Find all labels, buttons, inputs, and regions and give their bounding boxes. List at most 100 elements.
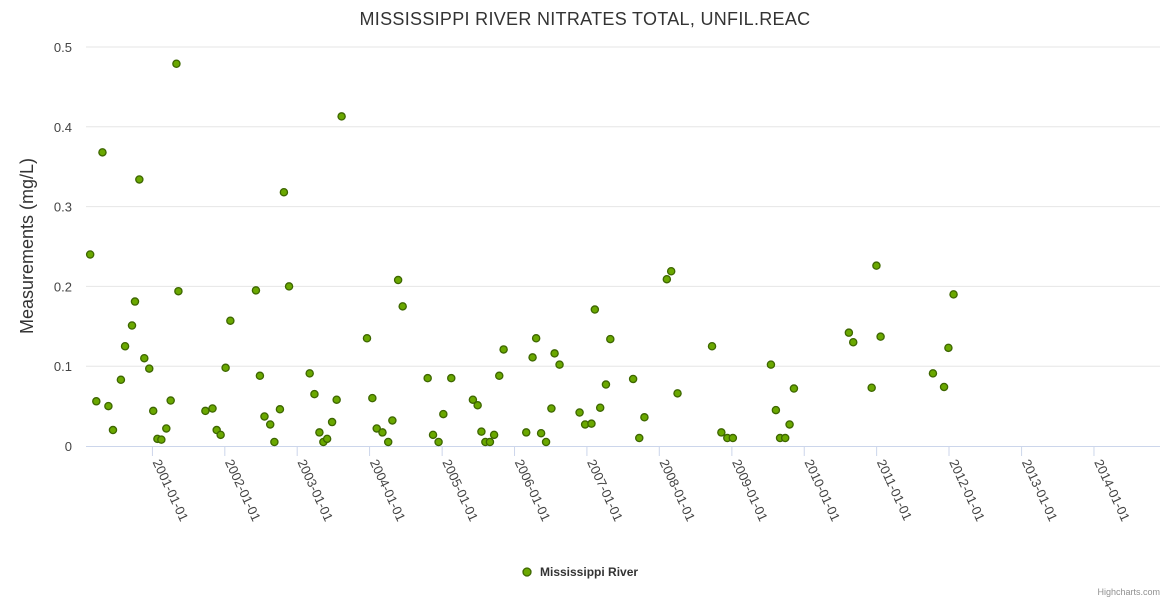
data-point[interactable] — [541, 437, 551, 447]
data-point[interactable] — [378, 428, 387, 437]
data-point[interactable] — [707, 341, 717, 351]
data-point[interactable] — [521, 428, 531, 437]
data-point[interactable] — [166, 396, 175, 405]
data-point[interactable] — [473, 401, 482, 410]
data-point[interactable] — [284, 282, 294, 291]
data-point[interactable] — [468, 395, 478, 404]
data-point[interactable] — [104, 401, 113, 411]
data-point[interactable] — [555, 360, 564, 369]
series-mississippi-river[interactable] — [85, 59, 958, 447]
legend[interactable]: Mississippi River — [522, 565, 638, 579]
credit-link[interactable]: Highcharts.com — [1097, 587, 1160, 597]
data-point[interactable] — [771, 405, 781, 415]
data-point[interactable] — [528, 353, 537, 362]
x-tick-label: 2004-01-01 — [367, 457, 409, 524]
data-point[interactable] — [477, 427, 486, 436]
data-point[interactable] — [439, 409, 448, 419]
data-point[interactable] — [662, 274, 672, 284]
data-point[interactable] — [717, 428, 726, 437]
data-point[interactable] — [172, 59, 181, 69]
data-point[interactable] — [315, 428, 324, 437]
data-point[interactable] — [135, 175, 144, 184]
data-point[interactable] — [92, 397, 101, 406]
data-point[interactable] — [255, 371, 265, 381]
data-point[interactable] — [489, 430, 499, 440]
y-tick-label: 0.4 — [54, 120, 72, 135]
data-point[interactable] — [368, 393, 377, 403]
data-point[interactable] — [606, 334, 615, 344]
data-point[interactable] — [388, 416, 397, 425]
data-point[interactable] — [628, 374, 638, 384]
data-point[interactable] — [322, 434, 332, 444]
data-point[interactable] — [499, 345, 508, 354]
data-point[interactable] — [275, 405, 285, 414]
data-point[interactable] — [939, 382, 949, 392]
data-point[interactable] — [127, 321, 137, 330]
data-point[interactable] — [116, 375, 126, 385]
data-point[interactable] — [587, 419, 596, 428]
data-point[interactable] — [673, 389, 682, 398]
data-point[interactable] — [226, 316, 235, 325]
data-point[interactable] — [162, 424, 171, 433]
data-point[interactable] — [550, 349, 559, 358]
data-point[interactable] — [337, 112, 346, 121]
data-point[interactable] — [327, 417, 337, 427]
data-point[interactable] — [872, 261, 881, 270]
data-point[interactable] — [398, 302, 407, 311]
data-point[interactable] — [270, 437, 279, 447]
data-point[interactable] — [547, 404, 556, 413]
data-point[interactable] — [590, 305, 600, 314]
data-point[interactable] — [216, 430, 225, 440]
data-point[interactable] — [260, 412, 269, 421]
data-point[interactable] — [383, 437, 393, 447]
data-point[interactable] — [279, 187, 289, 197]
data-point[interactable] — [536, 428, 546, 438]
data-point[interactable] — [601, 380, 611, 389]
data-point[interactable] — [393, 275, 403, 285]
data-point[interactable] — [130, 297, 140, 306]
data-point[interactable] — [780, 433, 790, 443]
data-point[interactable] — [372, 424, 381, 433]
data-point[interactable] — [332, 395, 341, 404]
data-point[interactable] — [928, 369, 938, 378]
data-point[interactable] — [108, 425, 118, 435]
data-point[interactable] — [423, 373, 432, 383]
data-point[interactable] — [85, 250, 95, 259]
data-point[interactable] — [575, 408, 584, 417]
data-point[interactable] — [145, 364, 154, 373]
data-point[interactable] — [485, 437, 495, 447]
data-point[interactable] — [766, 360, 776, 369]
data-point[interactable] — [221, 363, 230, 373]
data-point[interactable] — [265, 420, 275, 429]
data-point[interactable] — [434, 437, 443, 447]
data-point[interactable] — [120, 341, 130, 351]
data-point[interactable] — [208, 404, 217, 413]
data-point[interactable] — [785, 420, 794, 429]
data-point[interactable] — [157, 435, 166, 444]
data-point[interactable] — [174, 286, 183, 296]
data-point[interactable] — [949, 290, 958, 299]
data-point[interactable] — [531, 334, 541, 343]
data-point[interactable] — [148, 406, 158, 416]
data-point[interactable] — [876, 332, 885, 341]
data-point[interactable] — [447, 373, 456, 383]
data-point[interactable] — [789, 384, 799, 393]
data-point[interactable] — [201, 406, 210, 416]
data-point[interactable] — [98, 148, 107, 157]
data-point[interactable] — [310, 389, 319, 399]
data-point[interactable] — [848, 338, 858, 347]
data-point[interactable] — [428, 430, 438, 440]
data-point[interactable] — [362, 334, 372, 343]
data-point[interactable] — [595, 403, 605, 412]
data-point[interactable] — [495, 371, 504, 381]
data-point[interactable] — [867, 383, 876, 392]
data-point[interactable] — [140, 353, 149, 363]
data-point[interactable] — [251, 286, 261, 295]
data-point[interactable] — [844, 328, 854, 337]
data-point[interactable] — [944, 343, 953, 353]
data-point[interactable] — [305, 369, 314, 378]
data-point[interactable] — [635, 433, 644, 443]
data-point[interactable] — [640, 413, 649, 422]
data-point[interactable] — [666, 266, 676, 276]
data-point[interactable] — [728, 433, 738, 443]
